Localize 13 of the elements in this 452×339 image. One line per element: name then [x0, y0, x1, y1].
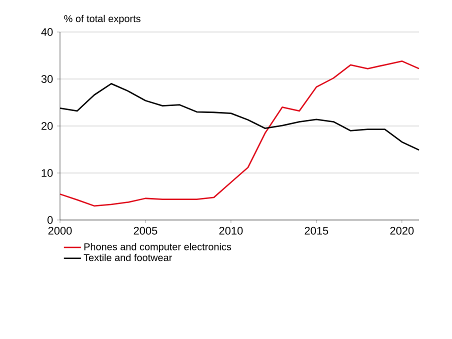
y-axis-title: % of total exports [64, 14, 140, 24]
y-tick-label: 10 [42, 169, 53, 177]
y-tick-label: 30 [41, 75, 53, 83]
x-tick-label: 2020 [390, 226, 414, 235]
x-tick-label: 2015 [304, 226, 328, 235]
y-tick-label: 0 [47, 216, 53, 224]
legend-label: Phones and computer electronics [84, 242, 232, 252]
y-tick-label: 40 [41, 28, 53, 36]
x-tick-label: 2005 [134, 226, 158, 235]
legend-label: Textile and footwear [84, 254, 172, 262]
x-tick-label: 2010 [219, 226, 243, 235]
x-tick-label: 2000 [48, 226, 72, 235]
y-tick-label: 20 [42, 122, 53, 130]
